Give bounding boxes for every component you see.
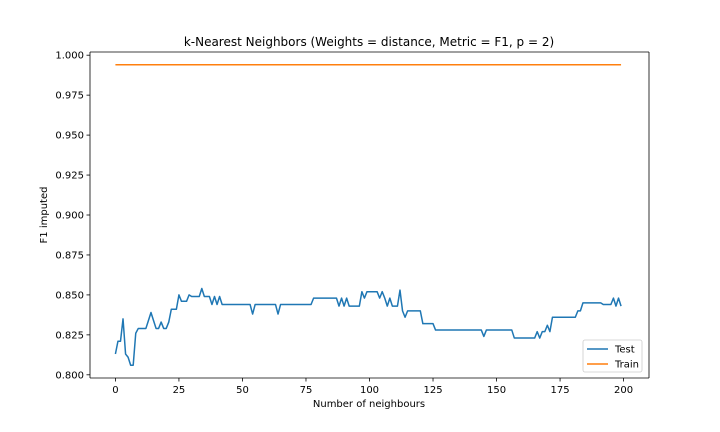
x-axis-title: Number of neighbours (313, 399, 425, 410)
legend: Test Train (582, 339, 643, 373)
x-tick-label: 125 (423, 385, 442, 396)
x-tick-label: 175 (551, 385, 570, 396)
plot-area (90, 52, 649, 378)
y-tick-label: 0.900 (55, 211, 84, 222)
x-tick-label: 150 (487, 385, 506, 396)
chart-title: k-Nearest Neighbors (Weights = distance,… (184, 35, 554, 49)
legend-label-test: Test (614, 345, 635, 356)
x-tick-label: 0 (112, 385, 118, 396)
x-tick-label: 25 (173, 385, 186, 396)
x-tick-label: 75 (300, 385, 313, 396)
y-tick-label: 0.825 (55, 330, 84, 341)
x-tick-label: 200 (614, 385, 633, 396)
y-tick-label: 0.800 (55, 370, 84, 381)
y-axis: 0.800 0.825 0.850 0.875 0.900 0.925 0.950 0.975… (55, 51, 90, 381)
x-tick-label: 50 (236, 385, 249, 396)
y-tick-label: 0.875 (55, 250, 84, 261)
y-tick-label: 0.950 (55, 131, 84, 142)
x-tick-label: 100 (360, 385, 379, 396)
y-tick-label: 0.975 (55, 91, 84, 102)
y-axis-title: F1 imputed (39, 187, 50, 244)
plot-frame (89, 51, 650, 379)
legend-label-train: Train (614, 360, 639, 371)
x-axis: 0 25 50 75 100 125 150 175 200 (112, 378, 633, 396)
y-tick-label: 1.000 (55, 51, 84, 62)
series-layer (114, 64, 622, 366)
y-tick-label: 0.850 (55, 290, 84, 301)
series-line-test (114, 287, 622, 366)
y-tick-label: 0.925 (55, 171, 84, 182)
